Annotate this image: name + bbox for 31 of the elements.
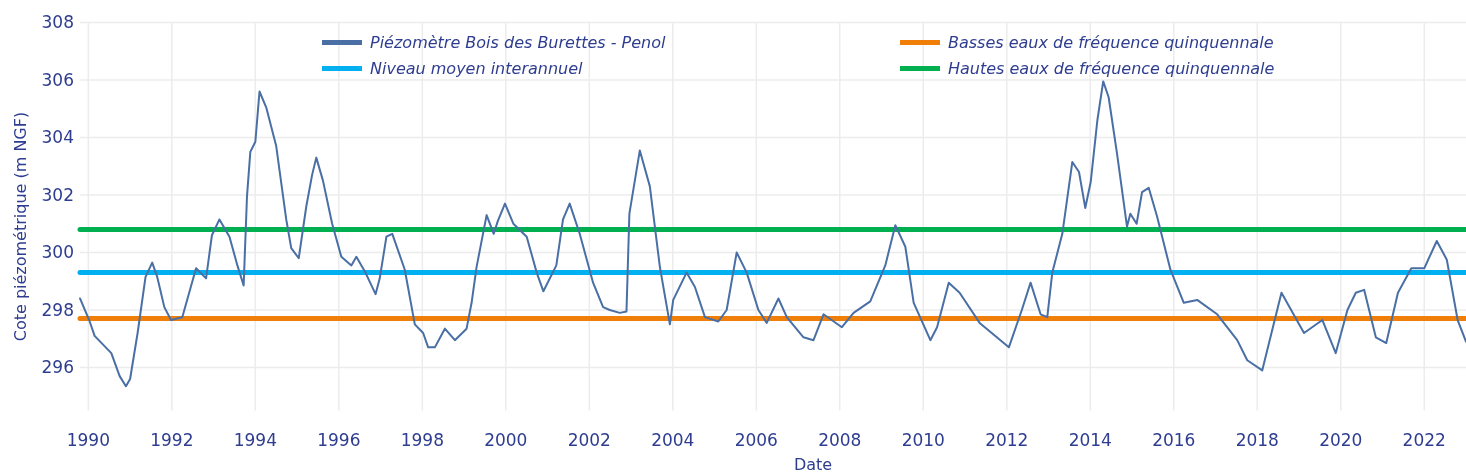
y-tick-label: 298 bbox=[41, 299, 74, 320]
x-tick-label: 2012 bbox=[985, 429, 1029, 450]
x-tick-label: 2018 bbox=[1235, 429, 1279, 450]
y-tick-label: 302 bbox=[41, 184, 74, 205]
x-tick-label: 2008 bbox=[818, 429, 862, 450]
x-tick-label: 1996 bbox=[317, 429, 361, 450]
x-tick-label: 2004 bbox=[651, 429, 695, 450]
legend-label: Basses eaux de fréquence quinquennale bbox=[948, 33, 1274, 53]
x-tick-label: 1994 bbox=[233, 429, 277, 450]
x-tick-label: 2006 bbox=[734, 429, 778, 450]
y-tick-label: 306 bbox=[41, 69, 74, 90]
y-tick-label: 308 bbox=[41, 12, 74, 33]
x-tick-label: 2002 bbox=[567, 429, 611, 450]
legend-label: Hautes eaux de fréquence quinquennale bbox=[948, 59, 1275, 79]
x-tick-label: 2020 bbox=[1319, 429, 1363, 450]
y-tick-label: 300 bbox=[41, 242, 74, 263]
x-tick-label: 2000 bbox=[484, 429, 528, 450]
x-tick-label: 2022 bbox=[1402, 429, 1446, 450]
y-axis-title: Cote piézométrique (m NGF) bbox=[10, 111, 30, 342]
x-tick-label: 2016 bbox=[1152, 429, 1196, 450]
legend-label: Piézomètre Bois des Burettes - Penol bbox=[370, 33, 667, 53]
x-axis-title: Date bbox=[793, 454, 833, 472]
y-tick-label: 296 bbox=[41, 357, 74, 378]
line-series bbox=[79, 80, 1466, 388]
x-tick-label: 1990 bbox=[66, 429, 110, 450]
legend-label: Niveau moyen interannuel bbox=[370, 59, 584, 79]
y-tick-label: 304 bbox=[41, 127, 74, 148]
x-tick-label: 2010 bbox=[901, 429, 945, 450]
x-tick-label: 1992 bbox=[150, 429, 194, 450]
x-tick-label: 1998 bbox=[400, 429, 444, 450]
x-tick-label: 2014 bbox=[1068, 429, 1112, 450]
